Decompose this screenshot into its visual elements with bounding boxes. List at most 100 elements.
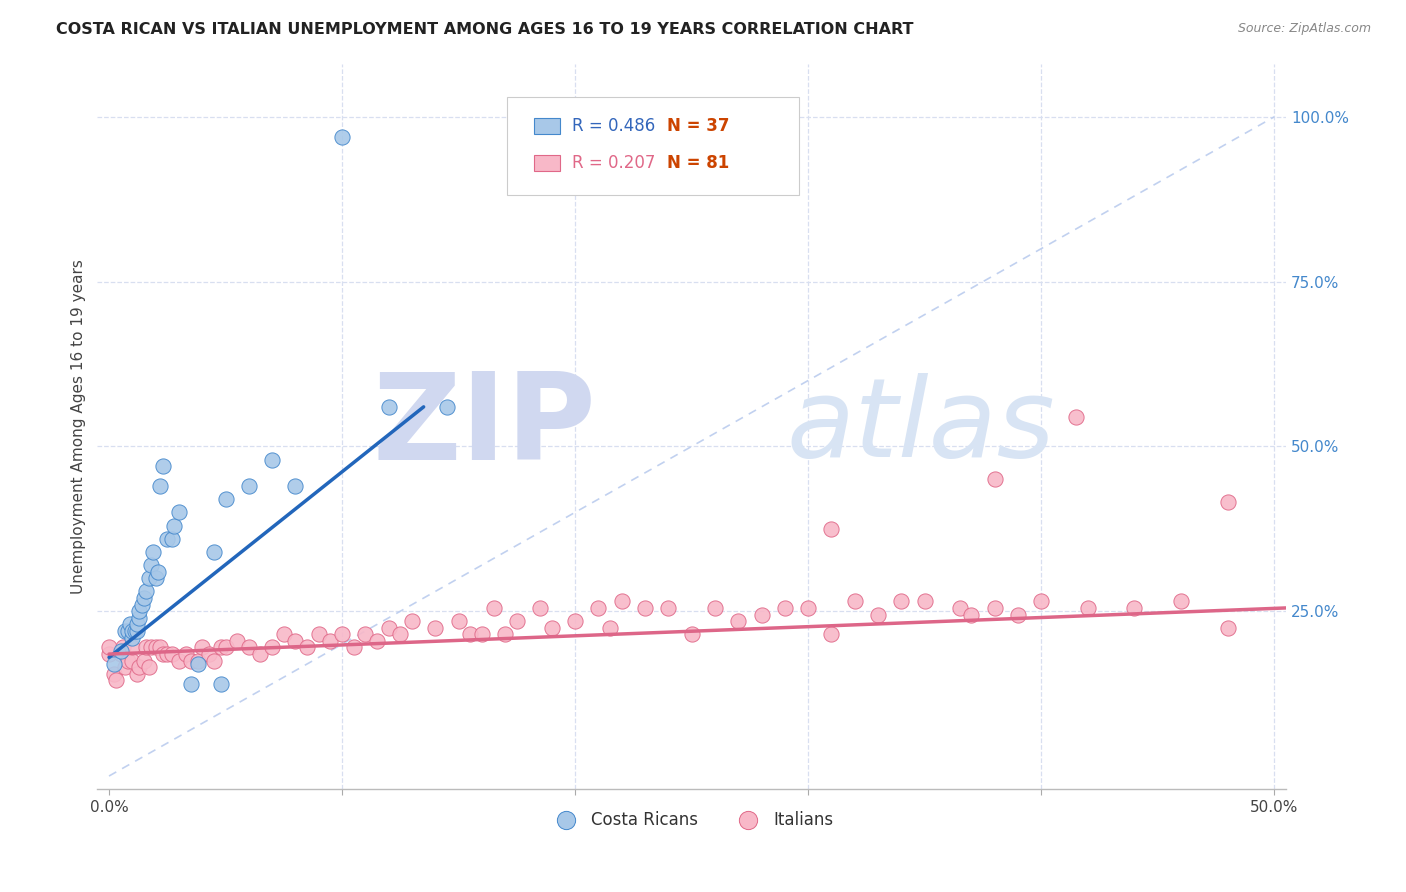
Point xyxy=(125,666,148,681)
Point xyxy=(114,624,136,638)
FancyBboxPatch shape xyxy=(533,155,560,171)
Point xyxy=(214,640,236,655)
Point xyxy=(820,522,842,536)
Point xyxy=(330,627,353,641)
Point xyxy=(174,647,197,661)
Point xyxy=(98,640,121,655)
Point xyxy=(681,627,703,641)
Point xyxy=(983,472,1005,486)
Point xyxy=(131,598,153,612)
Point xyxy=(319,633,342,648)
Text: ZIP: ZIP xyxy=(373,368,596,485)
Point xyxy=(295,640,318,655)
Text: Source: ZipAtlas.com: Source: ZipAtlas.com xyxy=(1237,22,1371,36)
Point xyxy=(704,601,727,615)
Point xyxy=(262,640,284,655)
Point xyxy=(890,594,912,608)
Point xyxy=(138,660,160,674)
FancyBboxPatch shape xyxy=(508,96,799,194)
Point xyxy=(436,400,458,414)
Point xyxy=(447,614,470,628)
Point xyxy=(482,601,505,615)
Point xyxy=(138,571,160,585)
Point xyxy=(588,601,610,615)
Point xyxy=(167,505,190,519)
Point xyxy=(146,565,169,579)
Point xyxy=(238,479,260,493)
Point xyxy=(634,601,657,615)
Point xyxy=(149,640,172,655)
Point xyxy=(797,601,820,615)
Point xyxy=(820,627,842,641)
Point xyxy=(160,647,183,661)
Point xyxy=(377,621,399,635)
Point xyxy=(610,594,633,608)
Point xyxy=(132,591,155,605)
Point xyxy=(128,611,150,625)
Point xyxy=(156,647,179,661)
Point xyxy=(132,654,155,668)
Point xyxy=(564,614,586,628)
Point xyxy=(167,654,190,668)
Point xyxy=(751,607,773,622)
Point xyxy=(152,459,174,474)
Point xyxy=(121,624,143,638)
Point xyxy=(226,633,249,648)
Point xyxy=(1216,495,1239,509)
Point xyxy=(121,640,143,655)
Point xyxy=(209,640,232,655)
Point xyxy=(249,647,271,661)
Point xyxy=(139,558,162,572)
Point xyxy=(191,640,214,655)
Point xyxy=(949,601,972,615)
Point xyxy=(121,654,143,668)
Point xyxy=(773,601,796,615)
Text: atlas: atlas xyxy=(787,373,1056,480)
Point xyxy=(657,601,679,615)
Text: R = 0.486: R = 0.486 xyxy=(572,117,655,135)
Point xyxy=(343,640,366,655)
Point xyxy=(180,677,202,691)
Point xyxy=(160,532,183,546)
Point xyxy=(284,479,307,493)
Text: R = 0.207: R = 0.207 xyxy=(572,154,655,172)
Point xyxy=(145,640,167,655)
Point xyxy=(214,492,236,507)
Point xyxy=(471,627,494,641)
Point xyxy=(156,532,179,546)
Point xyxy=(727,614,749,628)
FancyBboxPatch shape xyxy=(533,118,560,134)
Point xyxy=(354,627,377,641)
Point xyxy=(1170,594,1192,608)
Point xyxy=(284,633,307,648)
Point xyxy=(187,654,209,668)
Point xyxy=(1123,601,1146,615)
Point xyxy=(1064,409,1087,424)
Text: N = 81: N = 81 xyxy=(666,154,728,172)
Point xyxy=(117,654,139,668)
Point xyxy=(118,617,141,632)
Point xyxy=(202,654,225,668)
Point xyxy=(117,624,139,638)
Point xyxy=(1077,601,1099,615)
Point xyxy=(1216,621,1239,635)
Point xyxy=(149,479,172,493)
Point xyxy=(844,594,866,608)
Point xyxy=(238,640,260,655)
Point xyxy=(125,624,148,638)
Point xyxy=(103,657,125,671)
Point xyxy=(1031,594,1053,608)
Point xyxy=(202,545,225,559)
Point xyxy=(262,452,284,467)
Point xyxy=(128,660,150,674)
Point xyxy=(114,660,136,674)
Point xyxy=(209,677,232,691)
Point xyxy=(139,640,162,655)
Point xyxy=(103,666,125,681)
Point xyxy=(983,601,1005,615)
Point xyxy=(135,584,157,599)
Point xyxy=(163,518,186,533)
Point xyxy=(1007,607,1029,622)
Point xyxy=(377,400,399,414)
Point xyxy=(110,644,132,658)
